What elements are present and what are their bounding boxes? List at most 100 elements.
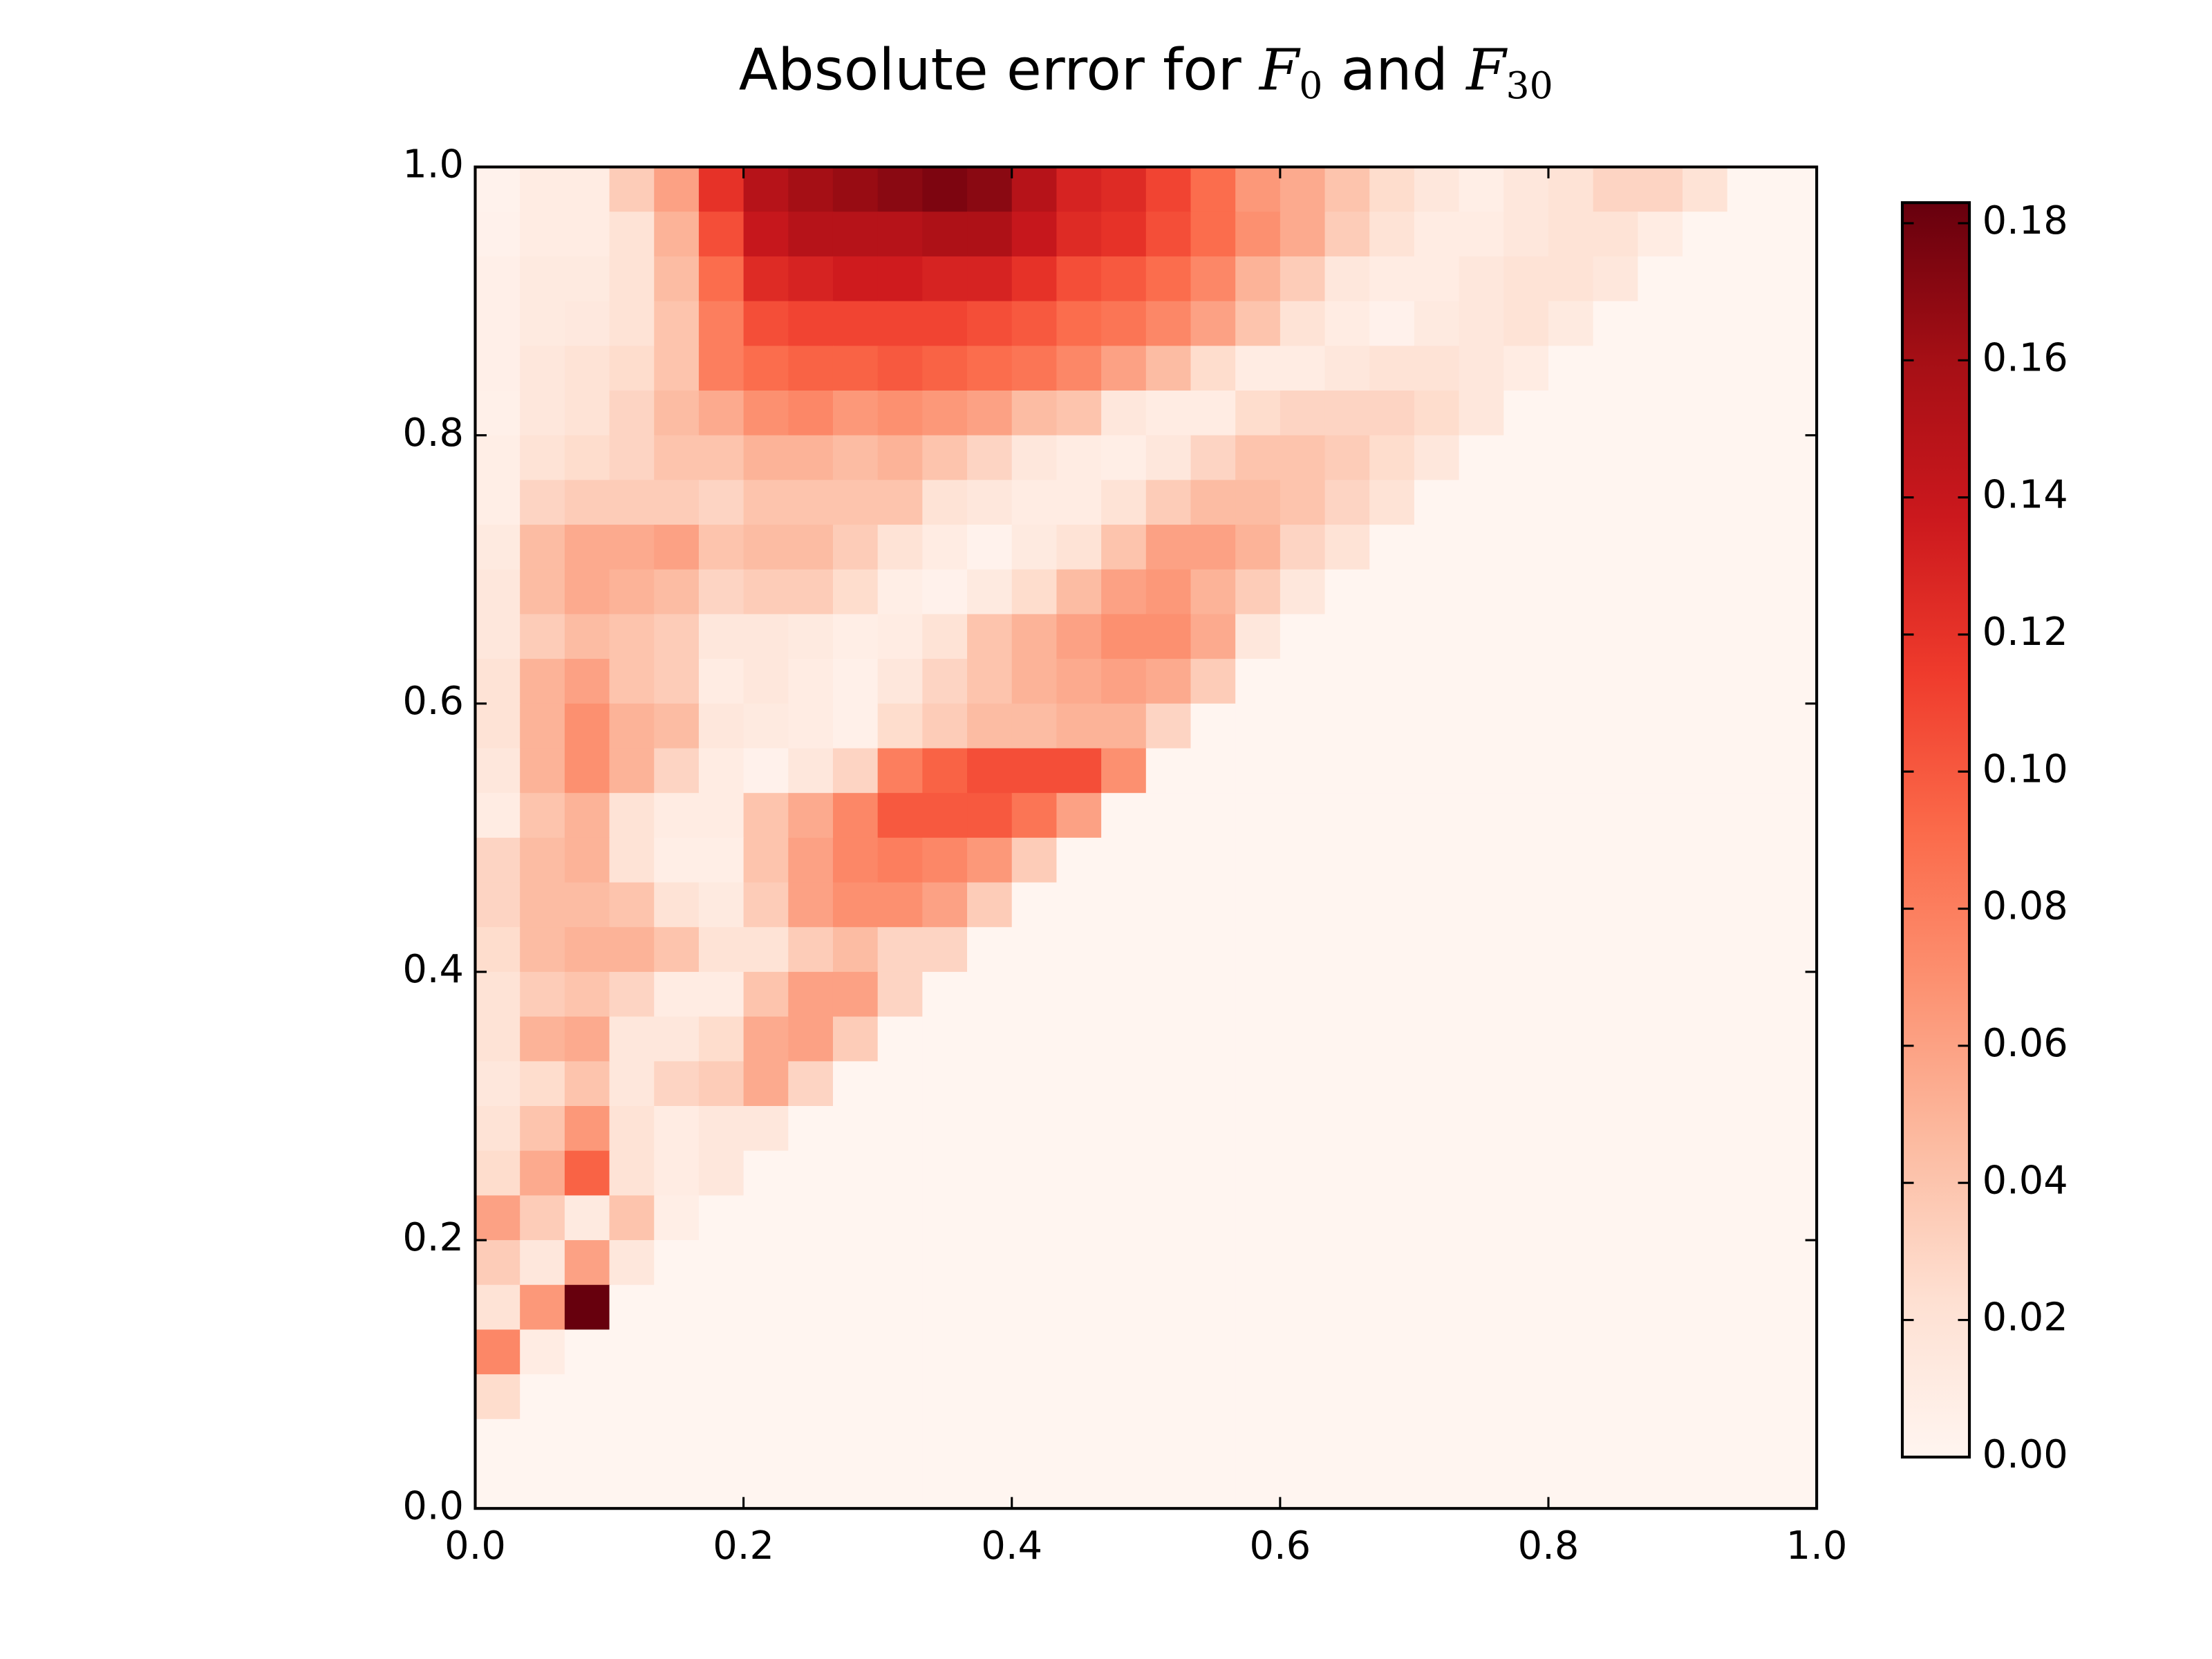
heatmap-cell [922, 1061, 968, 1107]
heatmap-cell [1593, 1061, 1639, 1107]
heatmap-cell [564, 256, 610, 302]
heatmap-cell [877, 346, 924, 392]
heatmap-cell [1772, 1463, 1818, 1510]
heatmap-cell [520, 1329, 566, 1376]
heatmap-cell [1459, 167, 1505, 213]
heatmap-cell [1235, 703, 1282, 749]
heatmap-cell [1235, 569, 1282, 615]
heatmap-cell [1011, 256, 1058, 302]
heatmap-cell [1459, 1418, 1505, 1465]
heatmap-cell [788, 837, 834, 883]
heatmap-cell [1101, 1463, 1147, 1510]
heatmap-cell [1548, 1195, 1594, 1241]
heatmap-cell [1056, 167, 1103, 213]
heatmap-cell [1056, 748, 1103, 794]
heatmap-cell [877, 1061, 924, 1107]
heatmap-cell [922, 1284, 968, 1331]
heatmap-cell [564, 435, 610, 481]
heatmap-cell [609, 703, 655, 749]
heatmap-cell [475, 793, 521, 839]
heatmap-cell [1190, 212, 1237, 258]
heatmap-cell [520, 1240, 566, 1286]
title-math: F [1465, 37, 1508, 103]
heatmap-cell [1190, 659, 1237, 705]
heatmap-cell [1190, 837, 1237, 883]
heatmap-cell [475, 1150, 521, 1197]
heatmap-cell [1638, 301, 1684, 347]
heatmap-cell [564, 301, 610, 347]
heatmap-cell [832, 1374, 879, 1421]
heatmap-cell [1503, 390, 1550, 436]
heatmap-cell [1011, 1016, 1058, 1062]
heatmap-cell [877, 212, 924, 258]
heatmap-cell [1369, 1061, 1416, 1107]
heatmap-cell [743, 569, 789, 615]
heatmap-cell [922, 1463, 968, 1510]
heatmap-cell [1324, 1329, 1371, 1376]
heatmap-cell [743, 1061, 789, 1107]
colorbar-tick-label: 0.16 [1983, 335, 2068, 380]
heatmap-cell [1190, 882, 1237, 928]
heatmap-cell [743, 1195, 789, 1241]
heatmap-cell [832, 793, 879, 839]
heatmap-cell [1011, 748, 1058, 794]
heatmap-cell [1190, 703, 1237, 749]
heatmap-cell [475, 480, 521, 526]
heatmap-cell [1145, 167, 1192, 213]
heatmap-cell [877, 748, 924, 794]
heatmap-cell [1683, 480, 1728, 526]
heatmap-cell [564, 1016, 610, 1062]
heatmap-cell [1459, 1374, 1505, 1421]
heatmap-cell [788, 1106, 834, 1152]
y-tick-label: 1.0 [402, 142, 464, 187]
heatmap-cell [654, 1284, 700, 1331]
heatmap-cell [1772, 1195, 1818, 1241]
heatmap-cell [1727, 1106, 1773, 1152]
heatmap-cell [1235, 167, 1282, 213]
heatmap-cell [1683, 1016, 1728, 1062]
heatmap-cell [564, 480, 610, 526]
heatmap-cell [743, 1284, 789, 1331]
heatmap-cell [1324, 346, 1371, 392]
heatmap-cell [1101, 1150, 1147, 1197]
heatmap-cell [1683, 882, 1728, 928]
heatmap-cell [1101, 703, 1147, 749]
heatmap-cell [1235, 1463, 1282, 1510]
heatmap-cell [1548, 837, 1594, 883]
heatmap-cell [1683, 435, 1728, 481]
heatmap-cell [1772, 256, 1818, 302]
heatmap-cell [877, 167, 924, 213]
heatmap-cell [922, 1150, 968, 1197]
heatmap-cell [788, 793, 834, 839]
heatmap-cell [564, 703, 610, 749]
heatmap-cell [1235, 480, 1282, 526]
heatmap-cell [475, 614, 521, 660]
heatmap-cell [1011, 390, 1058, 436]
heatmap-cell [1503, 614, 1550, 660]
heatmap-cell [1593, 837, 1639, 883]
heatmap-cell [922, 837, 968, 883]
heatmap-cell [1459, 837, 1505, 883]
heatmap-cell [520, 1106, 566, 1152]
heatmap-cell [1503, 525, 1550, 570]
heatmap-cell [1772, 748, 1818, 794]
heatmap-cell [1638, 1240, 1684, 1286]
heatmap-cell [1190, 1329, 1237, 1376]
heatmap-cell [1190, 1418, 1237, 1465]
heatmap-cell [788, 882, 834, 928]
heatmap-cell [609, 301, 655, 347]
heatmap-cell [698, 569, 744, 615]
heatmap-cell [1414, 837, 1460, 883]
heatmap-cell [788, 748, 834, 794]
heatmap-cell [1101, 346, 1147, 392]
heatmap-cell [1593, 703, 1639, 749]
heatmap-cell [654, 390, 700, 436]
heatmap-cell [1369, 1374, 1416, 1421]
heatmap-cell [1638, 1418, 1684, 1465]
heatmap-cell [1056, 1329, 1103, 1376]
heatmap-cell [1280, 1329, 1326, 1376]
heatmap-cell [564, 346, 610, 392]
heatmap-cell [1190, 971, 1237, 1018]
heatmap-cell [609, 1016, 655, 1062]
heatmap-cell [1145, 480, 1192, 526]
